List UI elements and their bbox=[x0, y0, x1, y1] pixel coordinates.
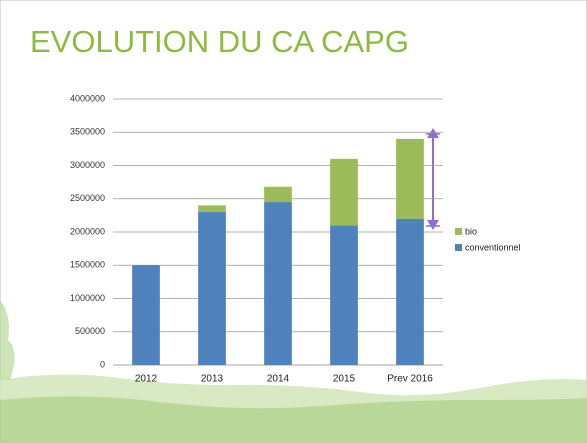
x-tick-label: 2012 bbox=[135, 374, 158, 385]
bar-segment bbox=[264, 187, 292, 202]
legend-swatch bbox=[455, 244, 462, 251]
y-tick-label: 3500000 bbox=[70, 127, 105, 137]
bar-segment bbox=[330, 159, 358, 226]
x-tick-label: Prev 2016 bbox=[387, 374, 433, 385]
y-tick-label: 500000 bbox=[75, 326, 105, 336]
bar-segment bbox=[198, 205, 226, 212]
y-tick-label: 1000000 bbox=[70, 293, 105, 303]
bar-segment bbox=[264, 202, 292, 365]
y-tick-label: 0 bbox=[100, 359, 105, 369]
y-tick-label: 4000000 bbox=[70, 93, 105, 103]
legend-label: bio bbox=[465, 226, 477, 236]
x-tick-label: 2014 bbox=[267, 374, 290, 385]
y-tick-label: 3000000 bbox=[70, 160, 105, 170]
y-tick-label: 2000000 bbox=[70, 226, 105, 236]
bar-segment bbox=[132, 265, 160, 365]
page: {"chart_data": {"type": "stacked-bar", "… bbox=[0, 0, 587, 443]
slide-title: EVOLUTION DU CA CAPG bbox=[30, 24, 409, 59]
bar-segment bbox=[330, 225, 358, 365]
bar-segment bbox=[198, 212, 226, 365]
x-tick-label: 2015 bbox=[333, 374, 356, 385]
bar-segment bbox=[396, 139, 424, 219]
slide: EVOLUTION DU CA CAPG 0 500000 1000000 15000… bbox=[0, 0, 587, 443]
bar-segment bbox=[396, 219, 424, 365]
x-tick-label: 2013 bbox=[201, 374, 224, 385]
y-tick-label: 1500000 bbox=[70, 260, 105, 270]
y-tick-label: 2500000 bbox=[70, 193, 105, 203]
legend-swatch bbox=[455, 228, 462, 235]
legend-label: conventionnel bbox=[465, 242, 521, 252]
